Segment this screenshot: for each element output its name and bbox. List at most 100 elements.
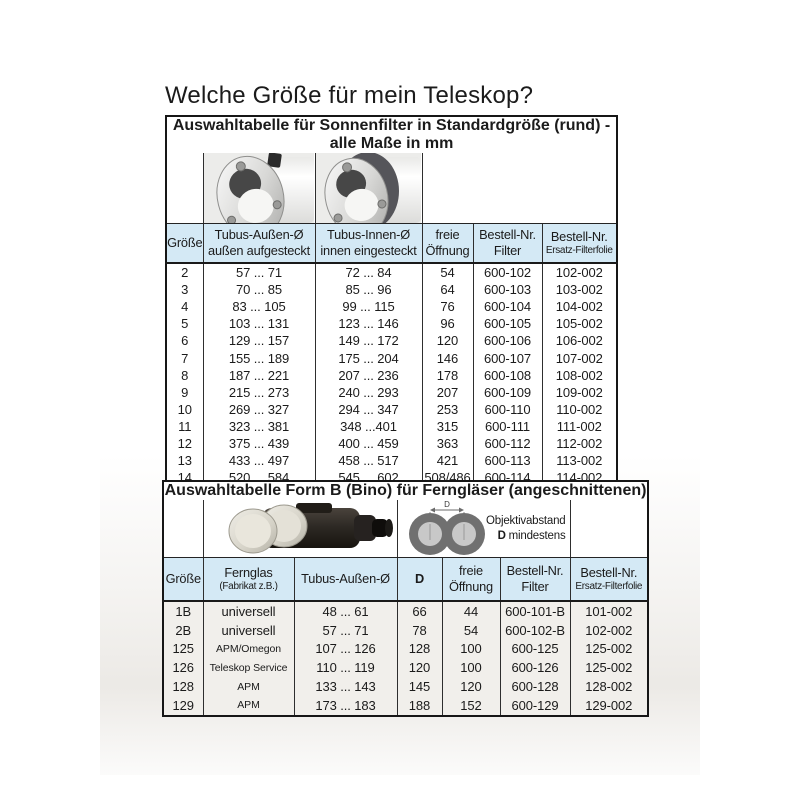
table-row: 1B universell 48 ... 61 66 44 600-101-B 101-00… bbox=[163, 601, 649, 621]
table-row: 13 433 ... 497 458 ... 517 421 600-113 113-00… bbox=[166, 452, 618, 470]
table-cell: 128-002 bbox=[569, 677, 649, 696]
col-bestellnr-filter: Bestell-Nr. Filter bbox=[499, 557, 570, 602]
table-cell: 54 bbox=[441, 620, 500, 640]
table-cell: 600-106 bbox=[472, 332, 542, 350]
table-cell: 112-002 bbox=[541, 434, 618, 453]
table-cell: 600-103 bbox=[472, 281, 542, 299]
table-cell: 207 bbox=[421, 383, 473, 401]
table-cell: APM/Omegon bbox=[202, 639, 294, 659]
table-cell: 375 ... 439 bbox=[202, 434, 315, 453]
table-cell: 600-111 bbox=[472, 417, 542, 435]
table-cell: 123 ... 146 bbox=[314, 315, 422, 333]
table-cell: 102-002 bbox=[569, 620, 649, 640]
table-cell: 13 bbox=[177, 453, 192, 469]
table1-caption: Auswahltabelle für Sonnenfilter in Stand… bbox=[172, 117, 611, 152]
table-cell: 64 bbox=[421, 281, 473, 299]
table-cell: 57 ... 71 bbox=[293, 620, 397, 640]
table-cell: 85 ... 96 bbox=[314, 281, 422, 299]
standard-filter-table: Auswahltabelle für Sonnenfilter in Stand… bbox=[165, 115, 619, 489]
table-cell: 120 bbox=[421, 332, 473, 350]
table-cell: 152 bbox=[441, 695, 500, 716]
filter-pushed-outside-photo bbox=[202, 153, 315, 224]
col-tubus-aussen: Tubus-Außen-Ø bbox=[293, 557, 397, 602]
table-cell: 145 bbox=[396, 677, 442, 696]
table-cell: 188 bbox=[396, 695, 442, 716]
table1-caption-row: Auswahltabelle für Sonnenfilter in Stand… bbox=[166, 116, 617, 153]
objective-distance-label: Objektivabstand D mindestens bbox=[486, 514, 566, 542]
table-cell: 315 bbox=[421, 417, 473, 435]
table-cell: 129 bbox=[163, 695, 203, 716]
table-cell: 363 bbox=[421, 434, 473, 453]
table-cell: 2 bbox=[181, 265, 189, 281]
table2-body: 1B universell 48 ... 61 66 44 600-101-B 101-00… bbox=[163, 601, 649, 716]
table-row: 4 83 ... 105 99 ... 115 76 600-104 104-002 bbox=[166, 298, 618, 316]
table-cell: universell bbox=[202, 620, 294, 640]
table-row: 11 323 ... 381 348 ...401 315 600-111 111-002 bbox=[166, 417, 618, 435]
table-row: 6 129 ... 157 149 ... 172 120 600-106 106-002 bbox=[166, 332, 618, 350]
col-freie-oeffnung: freie Öffnung bbox=[421, 223, 473, 264]
table-cell: 207 ... 236 bbox=[314, 366, 422, 384]
table-cell: 7 bbox=[181, 350, 189, 366]
table-cell: 8 bbox=[181, 367, 189, 383]
table-cell: 269 ... 327 bbox=[202, 400, 315, 418]
table-cell: 348 ...401 bbox=[314, 417, 422, 435]
table-cell: 600-113 bbox=[472, 452, 542, 470]
table-cell: 133 ... 143 bbox=[293, 677, 397, 696]
col-bestellnr-ersatz: Bestell-Nr. Ersatz-Filterfolie bbox=[569, 557, 649, 602]
table-cell: 9 bbox=[181, 384, 189, 400]
table1-header-row: Größe Tubus-Außen-Ø außen aufgesteckt Tu… bbox=[166, 223, 618, 264]
table-cell: 125-002 bbox=[569, 639, 649, 659]
table-row: 2 57 ... 71 72 ... 84 54 600-102 102-002 bbox=[166, 263, 618, 282]
col-groesse: Größe bbox=[163, 557, 203, 602]
table2-header-row: Größe Fernglas (Fabrikat z.B.) Tubus-Auß… bbox=[163, 557, 649, 602]
table-cell: 44 bbox=[441, 601, 500, 621]
col-tubus-innen: Tubus-Innen-Ø innen eingesteckt bbox=[314, 223, 422, 264]
table-cell: 4 bbox=[181, 299, 189, 315]
table-cell: 458 ... 517 bbox=[314, 452, 422, 470]
table-cell: 106-002 bbox=[541, 332, 618, 350]
table-cell: 110 ... 119 bbox=[293, 658, 397, 678]
table-cell: 129-002 bbox=[569, 695, 649, 716]
svg-text:D: D bbox=[444, 500, 450, 509]
col-fernglas: Fernglas (Fabrikat z.B.) bbox=[202, 557, 294, 602]
table-cell: 6 bbox=[181, 333, 189, 349]
table1-image-row bbox=[166, 153, 618, 224]
table-cell: 146 bbox=[421, 349, 473, 367]
table-cell: 600-129 bbox=[499, 695, 570, 716]
table-cell: 433 ... 497 bbox=[202, 452, 315, 470]
table-cell: 66 bbox=[396, 601, 442, 621]
table-cell: 294 ... 347 bbox=[314, 400, 422, 418]
table-cell: 600-107 bbox=[472, 349, 542, 367]
table-cell: 173 ... 183 bbox=[293, 695, 397, 716]
table-cell: 128 bbox=[163, 677, 203, 696]
table-cell: 178 bbox=[421, 366, 473, 384]
col-freie-oeffnung: freie Öffnung bbox=[441, 557, 500, 602]
table-cell: 175 ... 204 bbox=[314, 349, 422, 367]
table-cell: 72 ... 84 bbox=[314, 263, 422, 282]
col-bestellnr-ersatz: Bestell-Nr. Ersatz-Filterfolie bbox=[541, 223, 618, 264]
table-cell: 99 ... 115 bbox=[314, 298, 422, 316]
table-row: 126 Teleskop Service 110 ... 119 120 100 600-… bbox=[163, 658, 649, 678]
table-cell: 600-112 bbox=[472, 434, 542, 453]
table-row: 9 215 ... 273 240 ... 293 207 600-109 109-002 bbox=[166, 383, 618, 401]
table-cell: 12 bbox=[177, 435, 192, 451]
table-cell: 105-002 bbox=[541, 315, 618, 333]
table-cell: 120 bbox=[396, 658, 442, 678]
table-cell: 187 ... 221 bbox=[202, 366, 315, 384]
table-cell: universell bbox=[202, 601, 294, 621]
page-title: Welche Größe für mein Teleskop? bbox=[165, 82, 534, 109]
table-cell: 600-102-B bbox=[499, 620, 570, 640]
table-cell: 600-105 bbox=[472, 315, 542, 333]
table-cell: 155 ... 189 bbox=[202, 349, 315, 367]
table-row: 2B universell 57 ... 71 78 54 600-102-B 102-00… bbox=[163, 620, 649, 640]
table-cell: 76 bbox=[421, 298, 473, 316]
empty-cell bbox=[569, 500, 649, 558]
table-cell: 400 ... 459 bbox=[314, 434, 422, 453]
table-cell: 78 bbox=[396, 620, 442, 640]
table-cell: 101-002 bbox=[569, 601, 649, 621]
table-cell: 600-109 bbox=[472, 383, 542, 401]
table2-caption: Auswahltabelle Form B (Bino) für Fernglä… bbox=[164, 482, 647, 499]
table-cell: 600-102 bbox=[472, 263, 542, 282]
table-cell: 11 bbox=[178, 418, 192, 434]
table-cell: 129 ... 157 bbox=[202, 332, 315, 350]
